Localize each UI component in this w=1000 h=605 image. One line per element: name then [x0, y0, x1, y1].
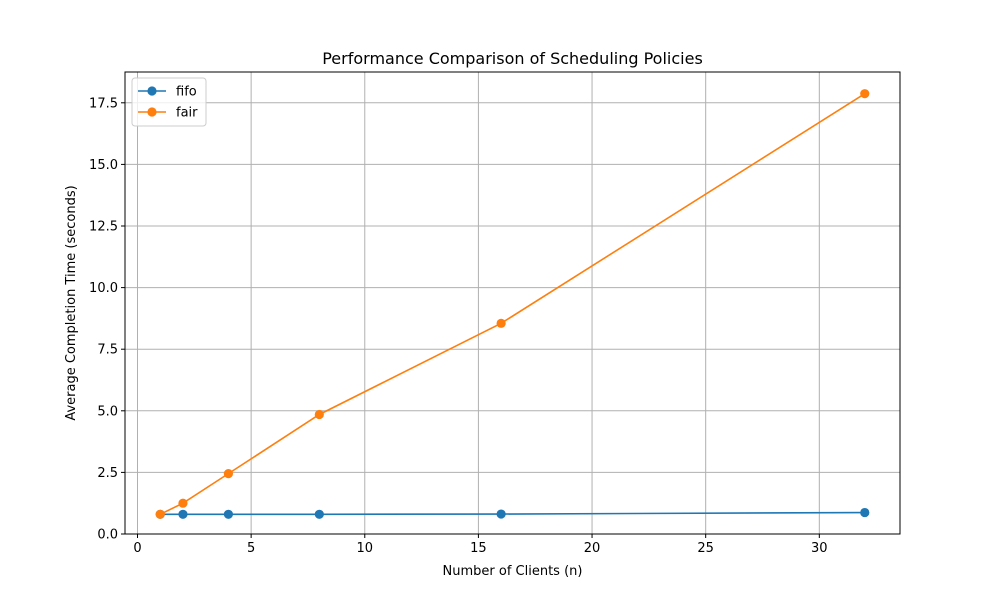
- y-axis-label: Average Completion Time (seconds): [64, 185, 79, 420]
- x-tick-label: 15: [470, 541, 487, 556]
- legend-label-fair: fair: [176, 106, 198, 121]
- legend-marker-fifo: [147, 86, 157, 96]
- legend-item-fair: fair: [138, 106, 198, 121]
- data-point-fifo: [223, 509, 234, 519]
- y-tick-label: 17.5: [89, 96, 118, 111]
- plot-area-frame: [124, 71, 901, 535]
- data-point-fifo: [314, 509, 324, 519]
- legend-marker-fair: [147, 107, 157, 117]
- series-fair: [155, 89, 870, 519]
- chart-title: Performance Comparison of Scheduling Pol…: [322, 49, 703, 68]
- y-tick-label: 0.0: [97, 528, 118, 543]
- x-tick-label: 5: [247, 541, 255, 556]
- x-tick-label: 0: [133, 541, 141, 556]
- x-tick-label: 20: [584, 541, 601, 556]
- data-point-fifo: [178, 509, 188, 519]
- legend-item-fifo: fifo: [138, 85, 197, 100]
- y-tick-label: 15.0: [89, 158, 118, 173]
- axis-ticks: 0 5 10 15 20 25 30 0.0 2.5 5.0 7.5 10.0 12.5 15.0 17.5: [89, 96, 828, 556]
- data-point-fair: [178, 498, 188, 508]
- y-tick-label: 10.0: [89, 281, 118, 296]
- data-point-fair: [496, 318, 506, 328]
- y-tick-label: 5.0: [97, 404, 118, 419]
- data-point-fair: [314, 409, 324, 420]
- x-tick-label: 10: [356, 541, 373, 556]
- data-point-fifo: [496, 509, 506, 519]
- x-tick-label: 30: [811, 541, 828, 556]
- y-tick-label: 12.5: [89, 220, 118, 235]
- data-point-fifo: [860, 507, 870, 518]
- x-axis-label: Number of Clients (n): [443, 564, 583, 579]
- data-point-fair: [223, 469, 234, 479]
- y-tick-label: 2.5: [97, 466, 118, 481]
- x-tick-label: 25: [697, 541, 714, 556]
- data-point-fair: [860, 89, 870, 99]
- y-tick-label: 7.5: [97, 343, 118, 358]
- series-group: [155, 89, 870, 519]
- legend: fifo fair: [131, 77, 207, 127]
- legend-label-fifo: fifo: [176, 85, 197, 100]
- data-point-fair: [155, 509, 165, 519]
